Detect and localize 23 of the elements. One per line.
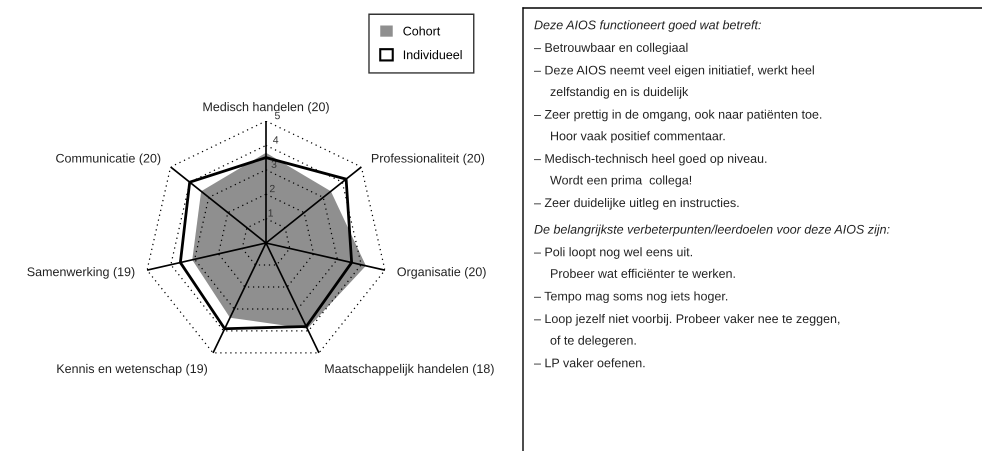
spoke-label: Communicatie (20) [56,154,160,166]
text: – Betrouwbaar en collegiaal [534,42,688,54]
spoke-label: Organisatie (20) [397,267,486,279]
legend-label: Cohort [403,26,440,36]
text: – Poli loopt nog wel eens uit. Probeer wat efficiënter te werken. [534,247,735,278]
spoke-label: Samenwerking (19) [27,267,134,279]
y-tick-label: 5 [274,112,280,120]
text: – Zeer duidelijke uitleg en instructies. [534,198,739,210]
text: – Deze AIOS neemt veel eigen initiatief, werkt heel zelfstandig en is duidelijk [534,65,814,99]
spoke-label: Maatschappelijk handelen (18) [325,364,494,376]
text: – Tempo mag soms nog iets hoger. [534,291,728,304]
y-tick-label: 1 [268,209,273,216]
y-tick-label: 2 [270,184,275,192]
text: Deze AIOS functioneert goed wat betreft: [534,20,761,32]
text: – Zeer prettig in de omgang, ook naar patiënten toe. Hoor vaak positief commentaar. [534,110,822,143]
spoke-label: Professionaliteit (20) [372,154,484,166]
legend-label: Individueel [404,50,462,60]
text: – LP vaker oefenen. [534,358,645,368]
text: – Loop jezelf niet voorbij. Probeer vaker nee te zeggen, of te delegeren. [534,314,840,348]
text: – Medisch-technisch heel goed op niveau. Wordt een prima collega! [534,154,766,188]
spoke-label: Kennis en wetenschap (19) [57,364,208,376]
y-tick-label: 4 [273,136,278,144]
text: De belangrijkste verbeterpunten/leerdoelen voor deze AIOS zijn: [534,224,890,236]
